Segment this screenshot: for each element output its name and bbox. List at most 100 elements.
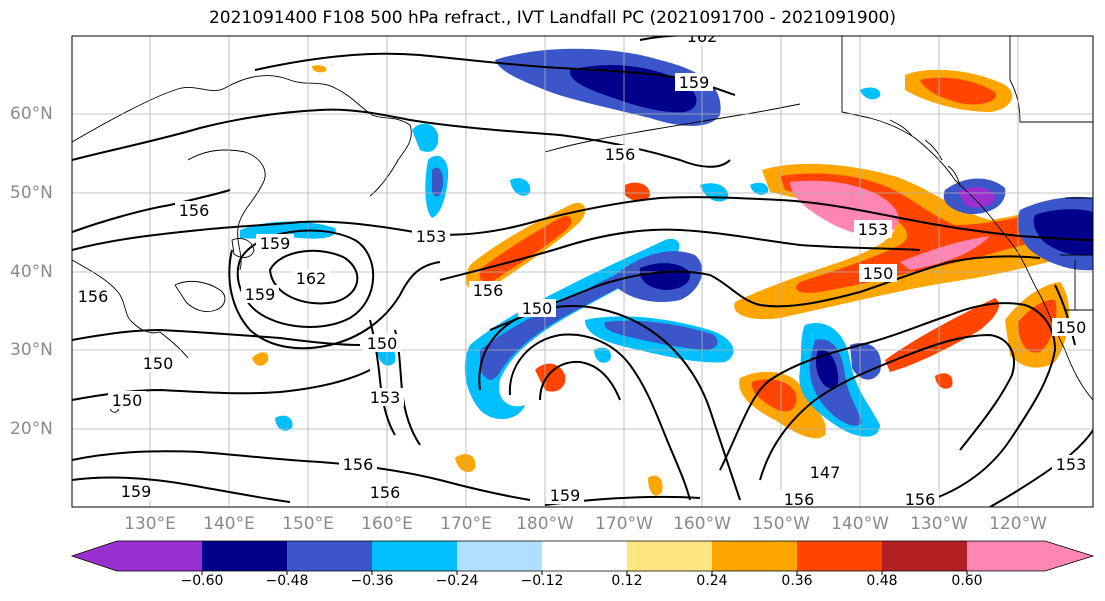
contour-label: 156 bbox=[78, 287, 109, 306]
shade-small-blue-1 bbox=[510, 178, 531, 196]
shade-mid-blue-band-dark bbox=[604, 320, 718, 350]
shade-west-us-navy bbox=[1033, 209, 1093, 256]
alaska-coast bbox=[841, 36, 1093, 401]
colorbar-segment bbox=[457, 541, 542, 571]
colorbar-segment bbox=[627, 541, 712, 571]
china-korea-coast bbox=[72, 259, 189, 359]
longitude-label: 130°E bbox=[124, 514, 176, 534]
shade-small-spot-4 bbox=[455, 454, 476, 473]
us-state-lines bbox=[1060, 197, 1093, 311]
contour-156-west bbox=[72, 189, 231, 233]
colorbar-tick-label: −0.36 bbox=[350, 573, 394, 589]
contour-156-west-loop bbox=[228, 249, 441, 350]
contour-label: 150 bbox=[522, 299, 553, 318]
colorbar-segment bbox=[202, 541, 287, 571]
longitude-label: 130°W bbox=[910, 514, 968, 534]
contour-159-south bbox=[72, 476, 291, 503]
colorbar-tick-label: −0.12 bbox=[520, 573, 564, 589]
contour-label: 150 bbox=[863, 264, 894, 283]
colorbar-tick-label: 0.60 bbox=[951, 573, 983, 589]
colorbar-tick-label: −0.60 bbox=[180, 573, 224, 589]
colorbar-segment bbox=[797, 541, 882, 571]
colorbar-segment bbox=[372, 541, 457, 571]
japan-hokkaido bbox=[231, 238, 255, 258]
colorbar-segment bbox=[72, 541, 117, 571]
contour-label: 156 bbox=[179, 201, 210, 220]
contour-label: 159 bbox=[679, 73, 710, 92]
contour-156-central bbox=[439, 228, 921, 281]
longitude-label: 140°W bbox=[831, 514, 889, 534]
contour-label: 156 bbox=[784, 490, 815, 509]
shade-west-pacific-red bbox=[479, 216, 572, 283]
colorbar-segment bbox=[287, 541, 372, 571]
contour-156-north bbox=[72, 108, 731, 168]
map-plot-area: 162 159 156 153 150 147 162 159 156 159 … bbox=[72, 27, 1093, 509]
contour-label: 156 bbox=[605, 145, 636, 164]
contour-label: 153 bbox=[1056, 455, 1087, 474]
latitude-label: 30°N bbox=[10, 340, 53, 360]
contour-147-loop bbox=[719, 302, 1057, 501]
contour-label: 162 bbox=[687, 27, 718, 46]
contour-label: 162 bbox=[296, 269, 327, 288]
sea-of-okhotsk-coast bbox=[187, 149, 266, 271]
shade-small-blue-4 bbox=[275, 415, 293, 431]
colorbar-tick-label: 0.24 bbox=[696, 573, 728, 589]
contour-147-inner bbox=[759, 333, 1015, 481]
contour-label: 159 bbox=[245, 285, 276, 304]
colorbar-segment bbox=[117, 541, 202, 571]
colorbar-segment bbox=[882, 541, 967, 571]
colorbar-tick-label: 0.48 bbox=[866, 573, 898, 589]
asia-coastline bbox=[72, 75, 412, 197]
shade-small-spot-5 bbox=[648, 475, 663, 496]
contour-label: 156 bbox=[473, 281, 504, 300]
contour-label: 150 bbox=[367, 334, 398, 353]
contour-label-layer: 162 159 156 153 150 147 162 159 156 159 … bbox=[74, 27, 1090, 509]
contour-label: 150 bbox=[143, 354, 174, 373]
colorbar-tick-label: −0.48 bbox=[265, 573, 309, 589]
map-frame bbox=[71, 35, 1094, 508]
colorbar-segment bbox=[542, 541, 627, 571]
longitude-label: 120°W bbox=[989, 514, 1047, 534]
contour-label: 156 bbox=[343, 455, 374, 474]
shade-small-spot-7 bbox=[312, 65, 327, 73]
contour-150-west bbox=[72, 328, 361, 346]
shade-gulf-blue bbox=[750, 182, 769, 195]
contour-label: 153 bbox=[858, 220, 889, 239]
longitude-label: 160°W bbox=[673, 514, 731, 534]
contour-label: 156 bbox=[370, 483, 401, 502]
shade-alaska-blue bbox=[860, 87, 881, 100]
contour-162-closed bbox=[268, 249, 359, 305]
contour-label: 153 bbox=[370, 388, 401, 407]
contour-swirl-outer bbox=[478, 305, 741, 501]
colorbar-segment bbox=[712, 541, 797, 571]
contour-label: 159 bbox=[260, 234, 291, 253]
contour-label: 150 bbox=[1056, 318, 1087, 337]
shade-small-blue-5 bbox=[594, 347, 611, 363]
shade-kamchatka-blue bbox=[412, 123, 439, 152]
contour-150-east bbox=[859, 255, 1041, 293]
contour-156-south bbox=[72, 450, 531, 501]
colorbar-segment bbox=[967, 541, 1045, 571]
latitude-label: 20°N bbox=[10, 419, 53, 439]
longitude-label: 180°W bbox=[516, 514, 574, 534]
aleutian-chain bbox=[544, 103, 801, 153]
shade-california-red bbox=[1018, 299, 1057, 353]
contour-swirl-core bbox=[539, 360, 621, 401]
longitude-label: 150°E bbox=[282, 514, 334, 534]
longitude-label: 170°W bbox=[595, 514, 653, 534]
latitude-label: 60°N bbox=[10, 104, 53, 124]
contour-swirl-inner bbox=[508, 333, 691, 501]
shade-southeast-navy bbox=[816, 349, 839, 389]
shade-southeast-blue-2 bbox=[850, 343, 881, 380]
longitude-label: 160°E bbox=[361, 514, 413, 534]
shade-gulf-alaska-red bbox=[780, 173, 1060, 293]
shade-kamchatka-dark bbox=[432, 167, 444, 197]
contour-label: 159 bbox=[121, 482, 152, 501]
latitude-label: 50°N bbox=[10, 183, 53, 203]
colorbar-tick-label: 0.12 bbox=[611, 573, 643, 589]
japan-honshu bbox=[174, 280, 226, 313]
map-title: 2021091400 F108 500 hPa refract., IVT La… bbox=[208, 8, 896, 28]
contour-label: 159 bbox=[550, 486, 581, 505]
contour-152-east bbox=[1054, 284, 1076, 346]
